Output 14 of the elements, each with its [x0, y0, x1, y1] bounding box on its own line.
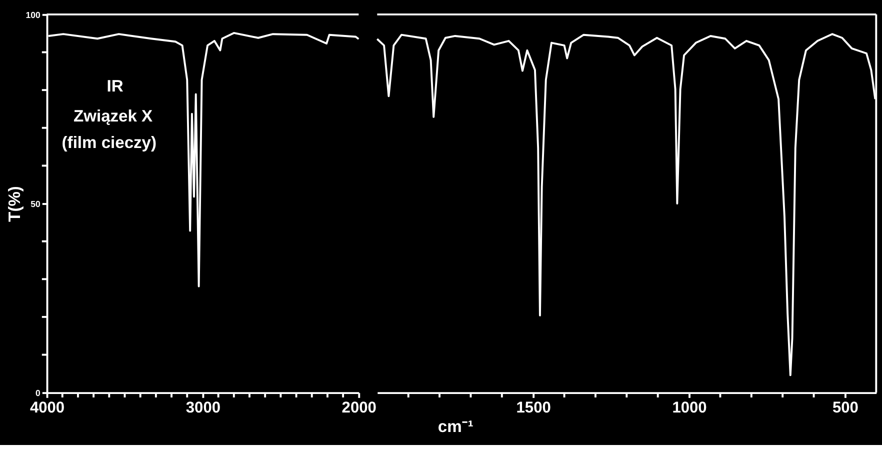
y-tick-label: 0 [36, 388, 41, 398]
y-tick-label: 100 [26, 10, 41, 20]
y-tick-label: 50 [30, 198, 41, 209]
annotation: (film cieczy) [62, 132, 157, 152]
x-tick-label: 500 [832, 400, 859, 417]
y-axis-title: T(%) [4, 186, 24, 222]
annotation: Związek X [74, 106, 153, 126]
x-tick-label: 2000 [342, 400, 377, 417]
x-tick-label: 3000 [186, 400, 221, 417]
x-tick-label: 1500 [516, 400, 552, 417]
x-tick-label: 1000 [672, 400, 708, 417]
annotation: IR [106, 76, 124, 96]
x-tick-label: 4000 [30, 400, 65, 417]
x-axis-title: cm⁻¹ [438, 417, 474, 436]
